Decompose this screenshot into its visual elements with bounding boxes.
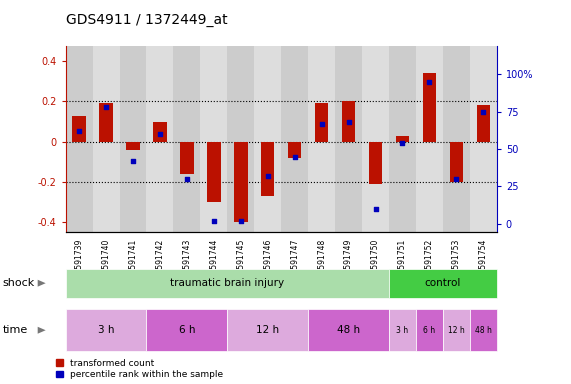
Text: time: time bbox=[3, 325, 28, 335]
Bar bbox=[396, 136, 409, 142]
Point bbox=[371, 206, 380, 212]
Point bbox=[317, 121, 326, 127]
Text: 48 h: 48 h bbox=[475, 326, 492, 335]
Bar bbox=[389, 46, 416, 232]
Point bbox=[478, 109, 488, 115]
Bar bbox=[281, 46, 308, 232]
Text: 3 h: 3 h bbox=[396, 326, 408, 335]
Point bbox=[452, 176, 461, 182]
Bar bbox=[261, 142, 275, 196]
Bar bbox=[227, 46, 254, 232]
Bar bbox=[174, 46, 200, 232]
Point bbox=[263, 173, 272, 179]
Bar bbox=[99, 103, 113, 142]
Bar bbox=[180, 142, 194, 174]
Bar bbox=[254, 46, 281, 232]
Text: 6 h: 6 h bbox=[179, 325, 195, 335]
Bar bbox=[335, 46, 362, 232]
Bar bbox=[153, 122, 167, 142]
Legend: transformed count, percentile rank within the sample: transformed count, percentile rank withi… bbox=[56, 359, 223, 379]
Point bbox=[75, 128, 84, 134]
Text: GDS4911 / 1372449_at: GDS4911 / 1372449_at bbox=[66, 13, 227, 27]
Point bbox=[344, 119, 353, 125]
Text: 6 h: 6 h bbox=[423, 326, 436, 335]
Bar bbox=[416, 46, 443, 232]
Bar bbox=[369, 142, 382, 184]
Text: 12 h: 12 h bbox=[256, 325, 279, 335]
Bar bbox=[147, 46, 174, 232]
Point bbox=[155, 131, 164, 137]
Point bbox=[210, 218, 219, 224]
Bar bbox=[126, 142, 140, 150]
Bar bbox=[449, 142, 463, 182]
Point bbox=[398, 140, 407, 146]
Point bbox=[290, 154, 299, 160]
Bar bbox=[66, 46, 93, 232]
Bar bbox=[470, 46, 497, 232]
Text: 3 h: 3 h bbox=[98, 325, 114, 335]
Bar bbox=[362, 46, 389, 232]
Text: 48 h: 48 h bbox=[337, 325, 360, 335]
Point bbox=[425, 79, 434, 85]
Point bbox=[128, 158, 138, 164]
Bar bbox=[73, 116, 86, 142]
Bar bbox=[315, 103, 328, 142]
Point bbox=[102, 104, 111, 110]
Bar bbox=[119, 46, 147, 232]
Bar bbox=[200, 46, 227, 232]
Text: shock: shock bbox=[3, 278, 35, 288]
Text: control: control bbox=[425, 278, 461, 288]
Bar bbox=[477, 106, 490, 142]
Point bbox=[236, 218, 246, 224]
Bar bbox=[207, 142, 220, 202]
Text: 12 h: 12 h bbox=[448, 326, 465, 335]
Bar bbox=[423, 73, 436, 142]
Text: traumatic brain injury: traumatic brain injury bbox=[170, 278, 284, 288]
Bar bbox=[308, 46, 335, 232]
Point bbox=[182, 176, 191, 182]
Bar bbox=[234, 142, 248, 222]
Bar bbox=[443, 46, 470, 232]
Bar bbox=[342, 101, 355, 142]
Bar bbox=[288, 142, 301, 158]
Bar bbox=[93, 46, 119, 232]
